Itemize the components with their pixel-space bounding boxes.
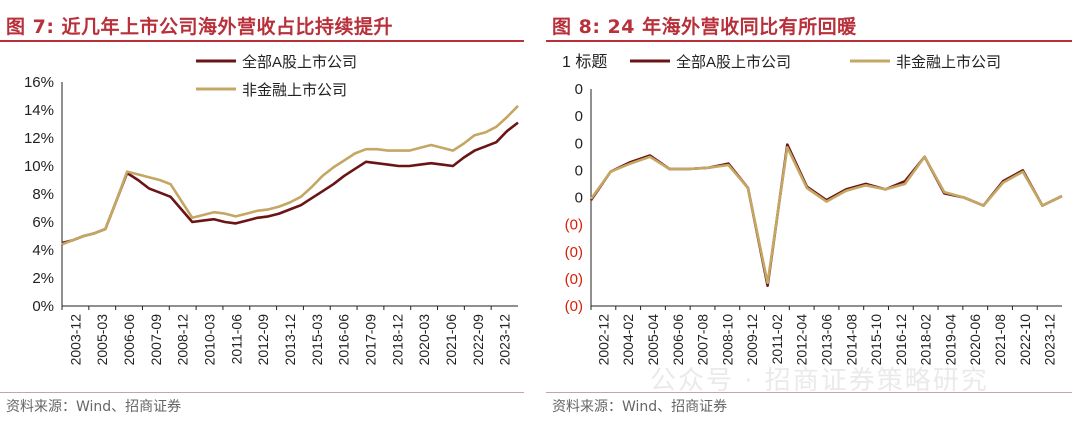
left-legend-label-1: 全部A股上市公司	[242, 53, 357, 71]
left-x-tick-label: 2022-09	[470, 314, 486, 366]
right-y-tick-label: (0)	[565, 217, 583, 234]
left-x-tick-label: 2013-12	[282, 314, 298, 366]
right-x-tick-label: 2007-08	[695, 314, 711, 366]
right-y-tick-label: 0	[575, 162, 583, 179]
left-x-tick-label: 2007-09	[148, 314, 164, 366]
left-y-tick-label: 0%	[32, 298, 54, 315]
right-x-tick-label: 2018-02	[918, 314, 934, 366]
right-x-tick-label: 2004-02	[620, 314, 636, 366]
left-x-tick-label: 2003-12	[67, 314, 83, 366]
right-legend-label-1: 全部A股上市公司	[676, 53, 791, 71]
left-source-note: 资料来源：Wind、招商证券	[6, 399, 182, 415]
right-title-rule	[546, 40, 1072, 42]
left-x-tick-label: 2006-06	[121, 314, 137, 366]
left-y-tick-label: 4%	[32, 242, 54, 259]
left-x-tick-label: 2020-03	[416, 314, 432, 366]
right-chart-panel: 图 8: 24 年海外营收同比有所回暖 (0) (0) (0) (0) 0 0 0 0 0 200…	[546, 0, 1080, 422]
left-legend-label-2: 非金融上市公司	[242, 82, 347, 99]
watermark-text: 公众号 · 招商证券策略研究	[650, 366, 989, 396]
right-y-tick-label: 0	[575, 108, 583, 125]
right-y-tick-label: 0	[575, 135, 583, 152]
right-x-tick-label: 2002-12	[595, 314, 611, 366]
right-x-tick-label: 2019-04	[942, 314, 958, 366]
right-y-tick-label: 0	[575, 81, 583, 98]
right-x-tick-label: 2016-12	[893, 314, 909, 366]
right-x-tick-label: 2021-08	[992, 314, 1008, 366]
right-y-tick-label: (0)	[565, 244, 583, 261]
left-x-tick-label: 2010-03	[202, 314, 218, 366]
right-x-tick-label: 2013-06	[819, 314, 835, 366]
left-y-tick-label: 16%	[24, 74, 54, 91]
right-x-tick-label: 2015-10	[868, 314, 884, 366]
left-x-tick-label: 2015-03	[309, 314, 325, 366]
left-footer-rule	[0, 392, 524, 393]
left-series-line-2	[61, 104, 519, 246]
left-y-tick-label: 12%	[24, 130, 54, 147]
left-x-tick-label: 2016-06	[336, 314, 352, 366]
right-legend-title: 1 标题	[562, 53, 607, 71]
left-line-chart: 0% 2% 4% 6% 8% 10% 12% 14% 16% 2003-12 2005-03 2006…	[24, 53, 519, 366]
right-series-line-2	[589, 146, 1063, 285]
left-y-tick-label: 6%	[32, 214, 54, 231]
right-footer-rule	[546, 392, 1072, 393]
left-x-tick-label: 2011-06	[228, 314, 244, 365]
left-x-tick-label: 2005-03	[94, 314, 110, 366]
right-line-chart: (0) (0) (0) (0) 0 0 0 0 0 2002-12 2004-02 2005-04 20…	[562, 53, 1063, 366]
left-x-tick-label: 2018-12	[389, 314, 405, 366]
right-y-tick-label: (0)	[565, 271, 583, 288]
right-x-tick-label: 2005-04	[645, 314, 661, 366]
right-series-line-1	[589, 143, 1063, 288]
right-chart-title: 图 8: 24 年海外营收同比有所回暖	[552, 16, 857, 38]
left-y-tick-label: 14%	[24, 102, 54, 119]
right-x-tick-label: 2023-12	[1042, 314, 1058, 366]
left-x-tick-label: 2021-06	[443, 314, 459, 366]
right-x-tick-label: 2014-08	[843, 314, 859, 366]
left-y-tick-label: 2%	[32, 270, 54, 287]
right-y-tick-label: 0	[575, 190, 583, 207]
right-x-tick-label: 2009-12	[744, 314, 760, 366]
right-y-tick-label: (0)	[565, 298, 583, 315]
right-x-tick-label: 2012-04	[794, 314, 810, 366]
left-x-tick-label: 2023-12	[497, 314, 513, 366]
left-x-tick-label: 2017-09	[362, 314, 378, 366]
right-x-tick-label: 2011-02	[769, 314, 785, 365]
left-chart-panel: 图 7: 近几年上市公司海外营收占比持续提升 0% 2% 4% 6% 8% 10% 12% 1…	[0, 0, 532, 422]
left-x-tick-label: 2008-12	[175, 314, 191, 366]
left-x-tick-label: 2012-09	[255, 314, 271, 366]
right-x-tick-label: 2020-06	[967, 314, 983, 366]
right-x-tick-label: 2006-06	[670, 314, 686, 366]
left-y-tick-label: 10%	[24, 158, 54, 175]
right-source-note: 资料来源：Wind、招商证券	[552, 399, 728, 415]
left-chart-title: 图 7: 近几年上市公司海外营收占比持续提升	[6, 16, 394, 38]
right-legend-label-2: 非金融上市公司	[896, 54, 1001, 71]
left-series-line-1	[61, 121, 519, 245]
left-title-rule	[0, 40, 524, 42]
left-y-tick-label: 8%	[32, 186, 54, 203]
right-x-tick-label: 2008-10	[719, 314, 735, 366]
right-x-tick-label: 2022-10	[1017, 314, 1033, 366]
